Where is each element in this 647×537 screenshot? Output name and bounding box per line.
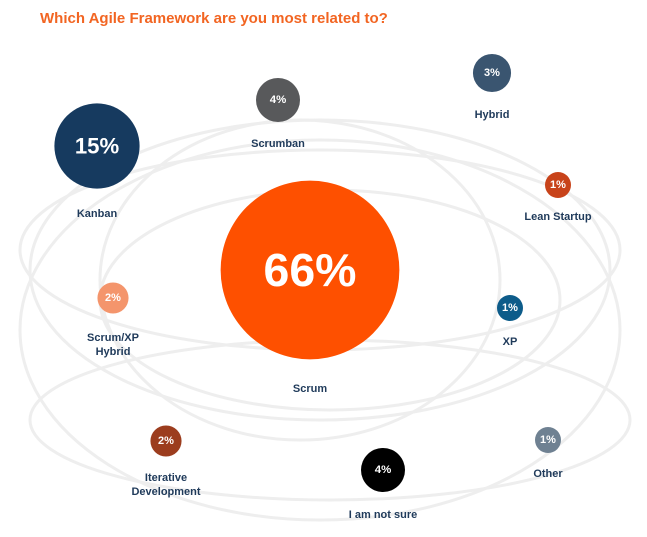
bubble-iterative-development — [150, 425, 182, 457]
bubble-label-xp: XP — [502, 336, 518, 348]
bubble-value-scrum: 66% — [264, 244, 357, 296]
bubble-scrumban — [256, 78, 300, 122]
bubble-label-scrumban: Scrumban — [251, 138, 305, 150]
bubble-label-kanban: Kanban — [76, 208, 118, 220]
bubble-label-lean-startup: Lean Startup — [524, 211, 592, 223]
bubble-value-xp: 1% — [502, 302, 518, 314]
bubble-value-scrumban: 4% — [270, 94, 287, 106]
bubble-value-lean-startup: 1% — [550, 179, 566, 191]
bubble-other — [535, 427, 561, 453]
chart-title: Which Agile Framework are you most relat… — [40, 10, 388, 27]
bubble-value-other: 1% — [540, 434, 556, 446]
bubble-value-kanban: 15% — [75, 134, 120, 159]
bubble-label-i-am-not-sure: I am not sure — [348, 509, 418, 521]
bubble-label-scrum-xp-hybrid: Scrum/XP Hybrid — [87, 332, 139, 358]
bubble-i-am-not-sure — [361, 448, 405, 492]
bubble-value-i-am-not-sure: 4% — [375, 464, 392, 476]
orbit-decoration — [18, 138, 622, 522]
bubble-value-hybrid: 3% — [484, 67, 500, 79]
bubble-scrum — [220, 180, 400, 360]
bubble-label-scrum: Scrum — [292, 383, 328, 395]
bubble-label-other: Other — [533, 468, 563, 480]
bubble-value-scrum-xp-hybrid: 2% — [105, 292, 121, 304]
bubble-value-iterative-development: 2% — [158, 435, 174, 447]
orbit-decoration — [98, 118, 502, 442]
bubble-label-hybrid: Hybrid — [474, 109, 510, 121]
bubble-label-iterative-development: Iterative Development — [131, 472, 201, 498]
bubble-xp — [497, 295, 523, 321]
bubble-lean-startup — [545, 172, 571, 198]
bubble-hybrid — [472, 53, 512, 93]
bubble-kanban — [54, 103, 140, 189]
bubble-scrum-xp-hybrid — [97, 282, 129, 314]
